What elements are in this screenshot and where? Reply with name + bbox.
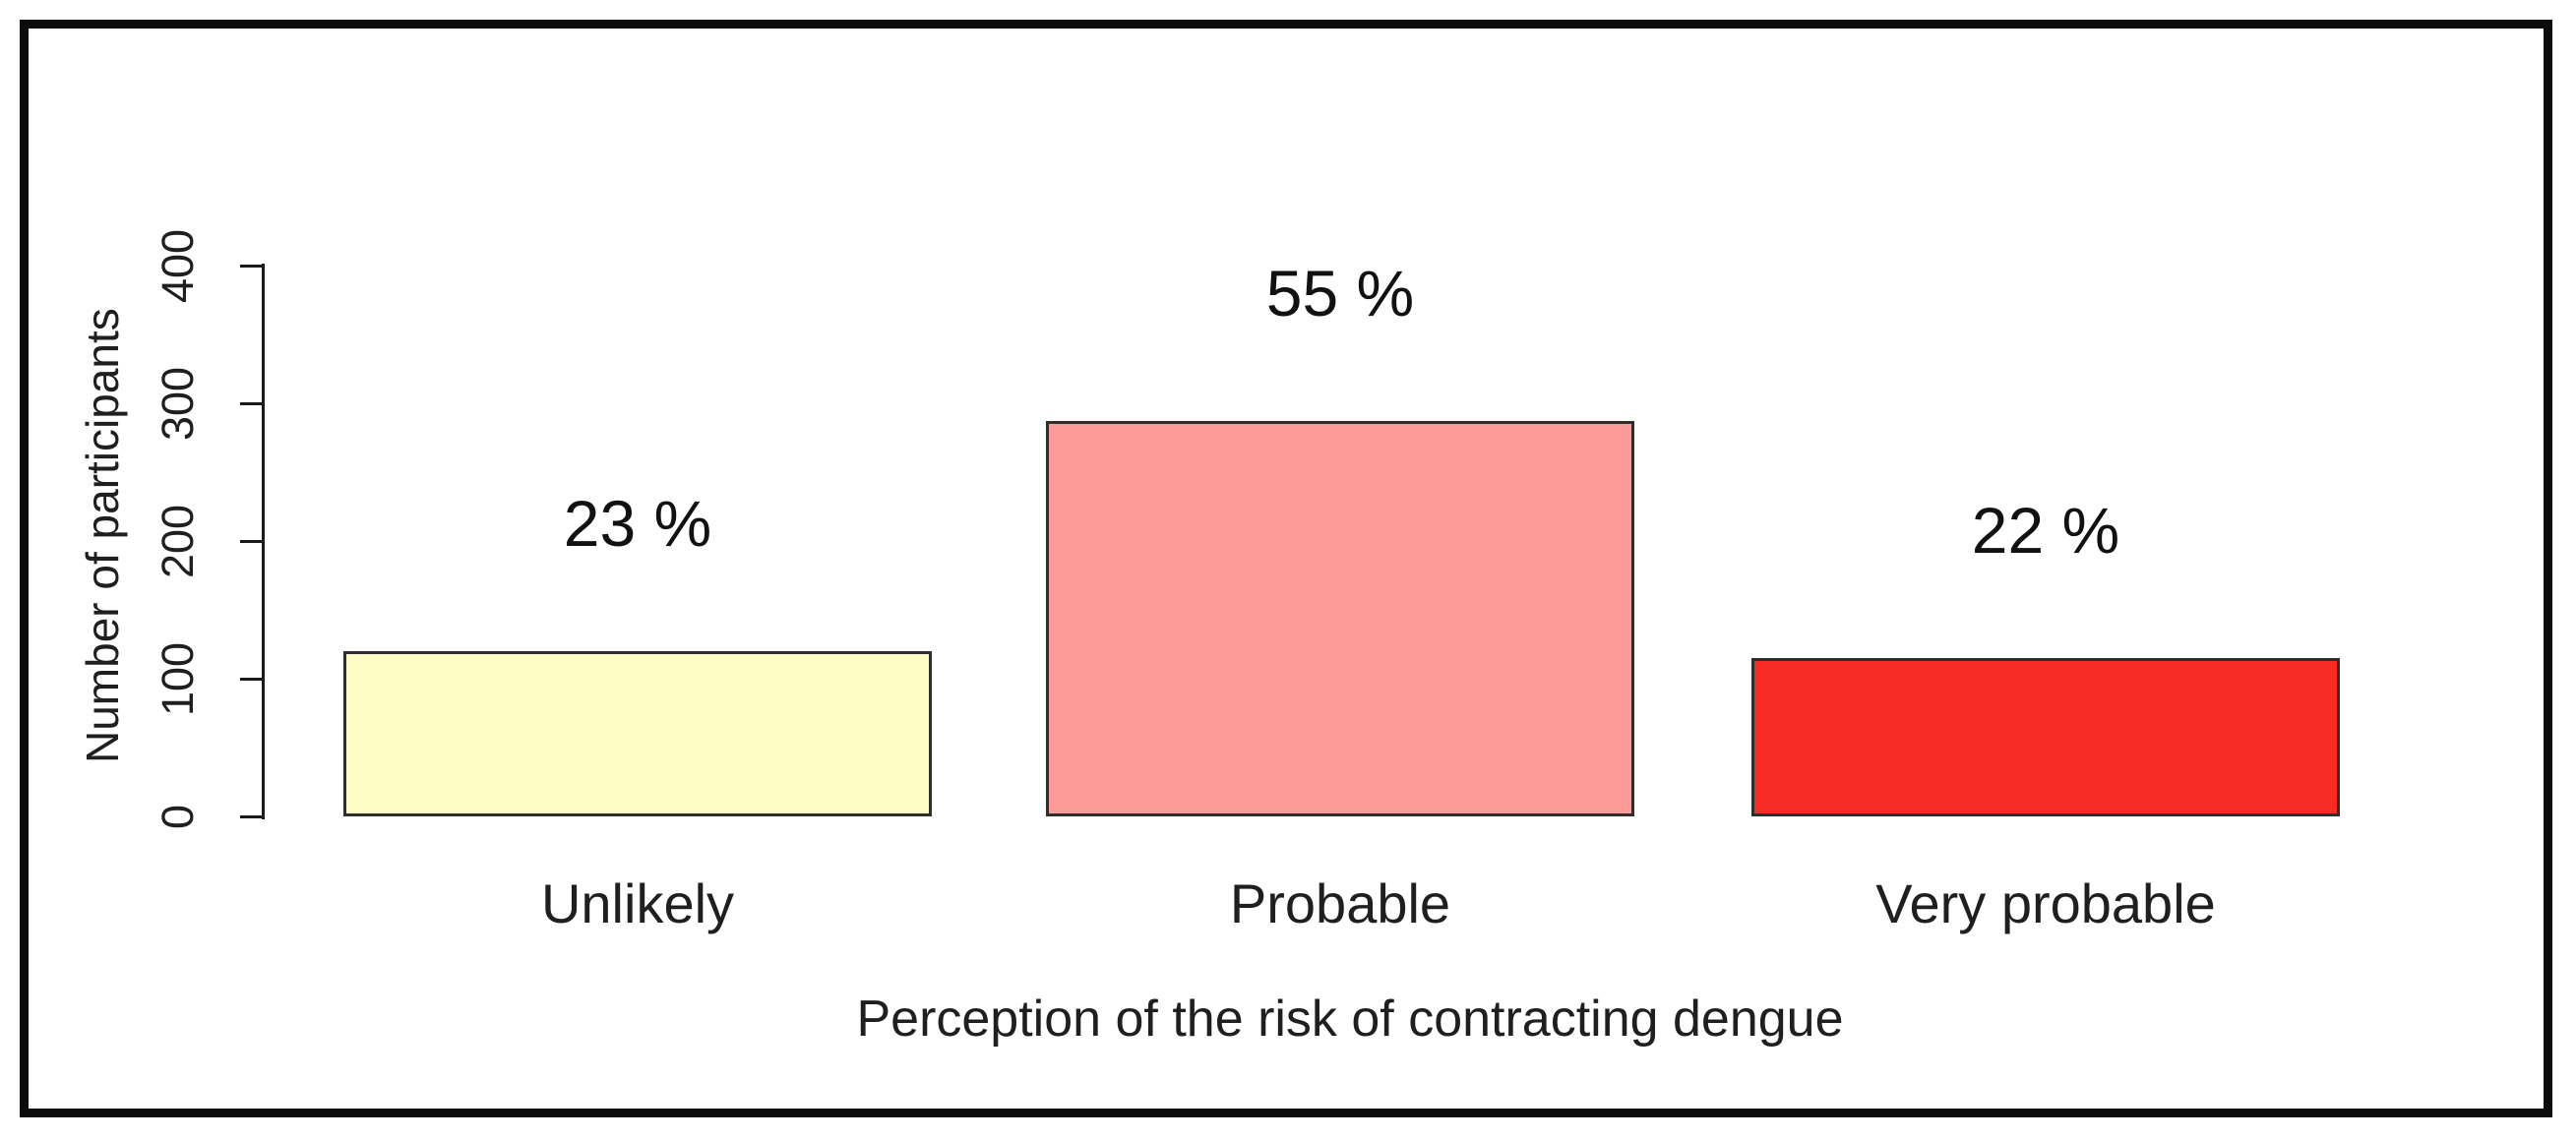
y-axis-tick-label: 300	[153, 366, 203, 441]
y-axis-tickmark	[240, 264, 265, 268]
bar-probable	[1046, 421, 1634, 816]
y-axis-tick-label: 0	[153, 804, 203, 829]
x-axis-title: Perception of the risk of contracting de…	[856, 991, 1844, 1048]
y-axis-tickmark	[240, 539, 265, 543]
y-axis-tick-label: 400	[153, 228, 203, 303]
y-axis-tick-label: 100	[153, 641, 203, 716]
x-category-label: Very probable	[1875, 872, 2216, 934]
bar-value-label: 22 %	[1971, 494, 2120, 567]
y-axis-tickmark	[240, 401, 265, 405]
x-category-label: Unlikely	[540, 872, 735, 934]
bar-very-probable	[1751, 658, 2340, 816]
y-axis-tickmark	[240, 677, 265, 681]
x-category-label: Probable	[1229, 872, 1451, 934]
y-axis-tick-label: 200	[153, 504, 203, 578]
y-axis-tickmark	[240, 814, 265, 818]
bar-unlikely	[343, 651, 932, 816]
bar-value-label: 23 %	[563, 487, 712, 560]
bar-value-label: 55 %	[1265, 257, 1415, 330]
y-axis-title: Number of participants	[77, 308, 128, 764]
